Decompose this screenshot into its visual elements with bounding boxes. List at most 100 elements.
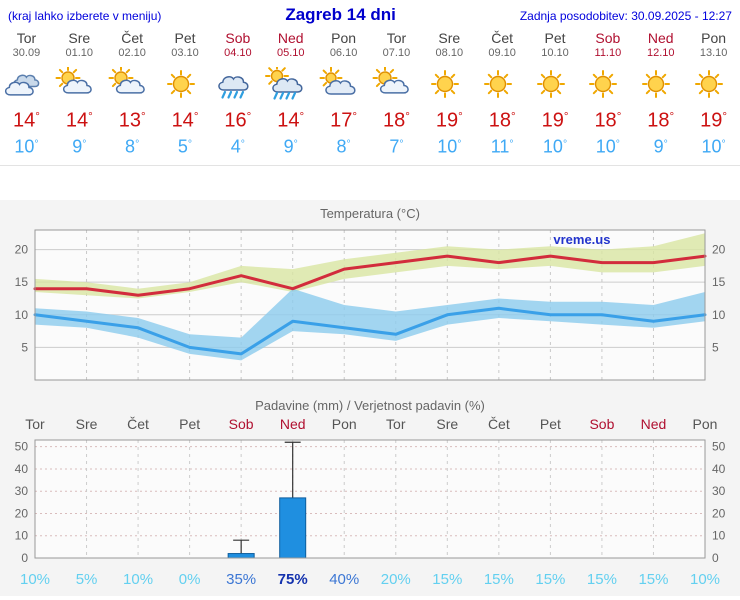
precip-axis-day: Sre	[75, 416, 98, 433]
y-tick-label: 5	[21, 341, 28, 355]
precipitation-chart: 0 0 10 10 20 20 30 30 40 40 50 50	[15, 439, 726, 565]
day-column-tor-07.10[interactable]: Tor 07.10 18° 7°	[370, 30, 423, 157]
vreme-watermark: vreme.us	[553, 232, 610, 247]
sun-rain-icon	[264, 60, 317, 103]
precip-bar-sob-4	[227, 553, 255, 559]
precip-probability: 10%	[689, 571, 721, 589]
temp-min: 10°	[14, 137, 39, 158]
day-column-tor-30.09[interactable]: Tor 30.09 14° 10°	[0, 30, 53, 157]
day-column-pon-13.10[interactable]: Pon 13.10 19° 10°	[687, 30, 740, 157]
y-tick-label: 30	[712, 484, 726, 498]
precip-axis-day: Tor	[25, 416, 45, 433]
day-name: Čet	[491, 30, 514, 46]
temp-max: 19°	[435, 109, 463, 132]
sunny-icon	[687, 60, 740, 103]
day-column-sob-04.10[interactable]: Sob 04.10 16° 4°	[211, 30, 264, 157]
temp-min: 10°	[437, 137, 462, 158]
temp-max: 13°	[118, 109, 146, 132]
day-date: 08.10	[435, 47, 464, 59]
day-column-pon-06.10[interactable]: Pon 06.10 17° 8°	[317, 30, 370, 157]
day-name: Pet	[174, 30, 196, 46]
day-column-čet-09.10[interactable]: Čet 09.10 18° 11°	[476, 30, 529, 157]
sunny-icon	[159, 60, 212, 103]
day-column-sre-01.10[interactable]: Sre 01.10 14° 9°	[53, 30, 106, 157]
day-column-ned-12.10[interactable]: Ned 12.10 18° 9°	[634, 30, 687, 157]
precip-axis-day: Pon	[331, 416, 357, 433]
temp-max: 18°	[383, 109, 410, 132]
temp-max: 18°	[488, 109, 516, 132]
day-name: Sob	[225, 30, 251, 46]
precip-axis-day: Čet	[127, 416, 149, 433]
precip-plot-bg	[35, 440, 705, 559]
y-tick-label: 20	[15, 243, 29, 257]
precip-probability: 15%	[483, 571, 514, 589]
location-menu-hint: (kraj lahko izberete v meniju)	[8, 9, 162, 23]
precip-axis-day: Ned	[279, 416, 306, 433]
y-tick-label: 10	[15, 308, 29, 322]
day-date: 03.10	[171, 47, 199, 59]
page-title: Zagreb 14 dni	[285, 5, 396, 24]
y-tick-label: 10	[712, 529, 726, 543]
day-name: Sre	[68, 30, 91, 46]
day-name: Pet	[544, 30, 566, 46]
temp-max: 14°	[65, 109, 93, 132]
sunny-icon	[476, 60, 529, 103]
day-column-sob-11.10[interactable]: Sob 11.10 18° 10°	[581, 30, 634, 157]
temp-max: 14°	[277, 109, 305, 132]
y-tick-label: 20	[15, 507, 29, 521]
day-column-čet-02.10[interactable]: Čet 02.10 13° 8°	[106, 30, 159, 157]
precip-probability: 10%	[123, 571, 154, 589]
day-column-pet-10.10[interactable]: Pet 10.10 19° 10°	[529, 30, 582, 157]
day-name: Pon	[701, 30, 727, 46]
temp-min: 10°	[542, 137, 568, 158]
precip-bar-ned-5	[279, 497, 307, 559]
day-column-ned-05.10[interactable]: Ned 05.10 14° 9°	[264, 30, 317, 157]
day-column-sre-08.10[interactable]: Sre 08.10 19° 10°	[423, 30, 476, 157]
temp-min: 10°	[701, 137, 726, 158]
temp-min: 4°	[230, 137, 245, 158]
precip-probability: 15%	[535, 571, 566, 589]
day-name: Pon	[331, 30, 357, 46]
y-tick-label: 40	[712, 462, 726, 476]
y-tick-label: 15	[712, 275, 726, 289]
day-date: 01.10	[65, 47, 94, 59]
precip-probability: 20%	[380, 571, 411, 589]
day-date: 06.10	[329, 47, 358, 59]
temp-max: 18°	[594, 109, 622, 132]
cloudy-icon	[0, 60, 53, 103]
series-t-max	[33, 254, 707, 297]
precip-probability: 75%	[277, 571, 308, 589]
precip-probability: 0%	[178, 571, 201, 589]
temp-min: 5°	[177, 137, 193, 158]
y-tick-label: 50	[712, 440, 726, 454]
sunny-icon	[581, 60, 634, 103]
precip-probability: 15%	[638, 571, 669, 589]
sunny-icon	[529, 60, 582, 103]
temp-min: 9°	[72, 137, 87, 158]
sunny-icon	[634, 60, 687, 103]
last-update: Zadnja posodobitev: 30.09.2025 - 12:27	[519, 9, 732, 23]
temp-min: 8°	[125, 137, 140, 158]
day-name: Ned	[277, 30, 304, 46]
y-tick-label: 10	[712, 308, 726, 322]
precip-plot-border	[34, 439, 706, 559]
day-date: 05.10	[276, 47, 305, 59]
mostly-cloudy-icon	[317, 60, 370, 103]
y-tick-label: 50	[15, 440, 29, 454]
precip-day-axis: Tor Sre Čet Pet Sob Ned Pon Tor Sre Čet Pet Sob Ned P…	[0, 414, 740, 434]
day-name: Čet	[121, 30, 144, 46]
precip-probability: 40%	[329, 571, 360, 589]
precip-axis-day: Sob	[589, 416, 615, 433]
y-tick-label: 30	[15, 484, 29, 498]
temp-min: 8°	[336, 137, 351, 158]
day-date: 04.10	[224, 47, 252, 59]
precip-chart-title: Padavine (mm) / Verjetnost padavin (%)	[255, 398, 485, 414]
day-column-pet-03.10[interactable]: Pet 03.10 14° 5°	[159, 30, 212, 157]
y-tick-label: 20	[712, 243, 726, 257]
precip-probability: 10%	[19, 571, 51, 589]
partly-icon	[106, 60, 159, 103]
precip-axis-day: Pet	[179, 416, 201, 433]
day-name: Tor	[16, 30, 37, 46]
day-date: 02.10	[118, 47, 146, 59]
